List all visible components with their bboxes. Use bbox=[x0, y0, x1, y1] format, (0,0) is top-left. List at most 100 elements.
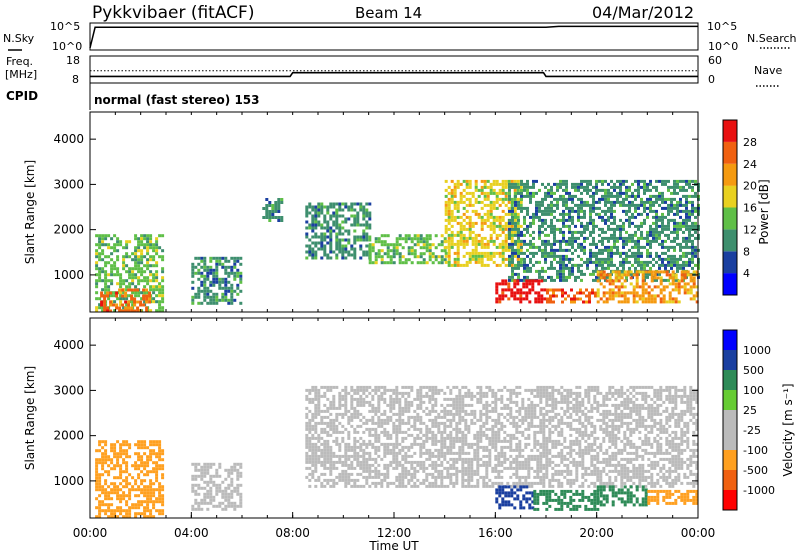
cell-4 bbox=[353, 250, 357, 254]
cell-2 bbox=[431, 409, 435, 413]
cell-2 bbox=[317, 448, 321, 452]
cell-2 bbox=[422, 439, 426, 443]
cell-2 bbox=[449, 403, 453, 407]
cell-6 bbox=[489, 236, 493, 240]
cell-0 bbox=[101, 491, 105, 495]
cell-7 bbox=[679, 263, 682, 267]
cell-2 bbox=[437, 457, 441, 461]
station-title: Pykkvibaer (fitACF) bbox=[92, 3, 254, 23]
cell-2 bbox=[377, 472, 381, 476]
cell-7 bbox=[676, 266, 679, 270]
cell-7 bbox=[568, 266, 571, 270]
cell-3 bbox=[262, 216, 266, 219]
cell-0 bbox=[131, 276, 135, 280]
cell-7 bbox=[658, 233, 661, 237]
cell-4 bbox=[335, 235, 339, 239]
cell-2 bbox=[476, 478, 480, 482]
cell-2 bbox=[350, 478, 354, 482]
cell-2 bbox=[476, 481, 480, 485]
cell-0 bbox=[107, 297, 111, 301]
cell-7 bbox=[628, 203, 631, 207]
cell-7 bbox=[586, 236, 589, 240]
cell-2 bbox=[221, 262, 225, 266]
cell-0 bbox=[128, 497, 132, 501]
cell-6 bbox=[468, 179, 472, 183]
cell-7 bbox=[574, 239, 577, 243]
cell-2 bbox=[422, 460, 426, 464]
cell-2 bbox=[359, 445, 363, 449]
cell-2 bbox=[344, 406, 348, 410]
cell-4 bbox=[365, 238, 369, 242]
cell-6 bbox=[477, 215, 481, 219]
cell-7 bbox=[610, 254, 613, 258]
cell-5 bbox=[428, 258, 432, 262]
cell-2 bbox=[347, 454, 351, 458]
cell-2 bbox=[485, 484, 489, 488]
cell-5 bbox=[386, 252, 390, 256]
cell-9 bbox=[591, 288, 594, 292]
cell-2 bbox=[479, 430, 483, 434]
cell-2 bbox=[317, 445, 321, 449]
cell-10 bbox=[668, 282, 672, 286]
cell-0 bbox=[128, 267, 132, 271]
cell-5 bbox=[419, 261, 423, 265]
cell-2 bbox=[380, 412, 384, 416]
cell-2 bbox=[401, 481, 405, 485]
cell-1 bbox=[194, 462, 198, 466]
cell-0 bbox=[155, 452, 159, 456]
cell-7 bbox=[610, 215, 613, 219]
cell-7 bbox=[637, 254, 640, 258]
cell-2 bbox=[365, 445, 369, 449]
cell-0 bbox=[155, 279, 159, 283]
cell-7 bbox=[682, 209, 685, 213]
cell-7 bbox=[544, 218, 547, 222]
cell-7 bbox=[577, 254, 580, 258]
cell-7 bbox=[598, 206, 601, 210]
cell-5 bbox=[428, 246, 432, 250]
cell-2 bbox=[344, 469, 348, 473]
cell-7 bbox=[547, 191, 550, 195]
cell-0 bbox=[161, 512, 165, 516]
cell-4 bbox=[353, 202, 357, 206]
cell-4 bbox=[320, 247, 324, 251]
cell-7 bbox=[571, 215, 574, 219]
cell-5 bbox=[437, 261, 441, 265]
cell-5 bbox=[416, 237, 420, 241]
cell-7 bbox=[541, 254, 544, 258]
cell-0 bbox=[140, 488, 144, 492]
cell-7 bbox=[673, 224, 676, 228]
cell-4 bbox=[350, 247, 354, 251]
cell-8 bbox=[540, 279, 544, 283]
cell-2 bbox=[428, 457, 432, 461]
cell-7 bbox=[571, 272, 574, 276]
cell-10 bbox=[647, 291, 651, 295]
cell-6 bbox=[483, 242, 487, 246]
cell-6 bbox=[450, 224, 454, 228]
cell-2 bbox=[461, 415, 465, 419]
cell-2 bbox=[452, 484, 456, 488]
cell-6 bbox=[504, 263, 508, 267]
cell-2 bbox=[464, 436, 468, 440]
cell-6 bbox=[444, 227, 448, 231]
cell-2 bbox=[350, 466, 354, 470]
cell-0 bbox=[158, 234, 162, 238]
cell-2 bbox=[407, 433, 411, 437]
cell-10 bbox=[635, 285, 639, 289]
cell-7 bbox=[670, 200, 673, 204]
cell-0 bbox=[149, 509, 153, 513]
cell-3 bbox=[274, 201, 278, 204]
cell-5 bbox=[392, 252, 396, 256]
cell-0 bbox=[146, 515, 150, 519]
cell-2 bbox=[224, 292, 228, 296]
cell-1 bbox=[200, 486, 204, 490]
cell-2 bbox=[215, 301, 219, 305]
cell-5 bbox=[440, 258, 444, 262]
cell-8 bbox=[510, 288, 514, 292]
cell-2 bbox=[446, 448, 450, 452]
cell-4 bbox=[338, 202, 342, 206]
cell-0 bbox=[107, 503, 111, 507]
cell-0 bbox=[101, 237, 105, 241]
cell-7 bbox=[526, 182, 529, 186]
cell-7 bbox=[694, 251, 697, 255]
cell-4 bbox=[329, 226, 333, 230]
